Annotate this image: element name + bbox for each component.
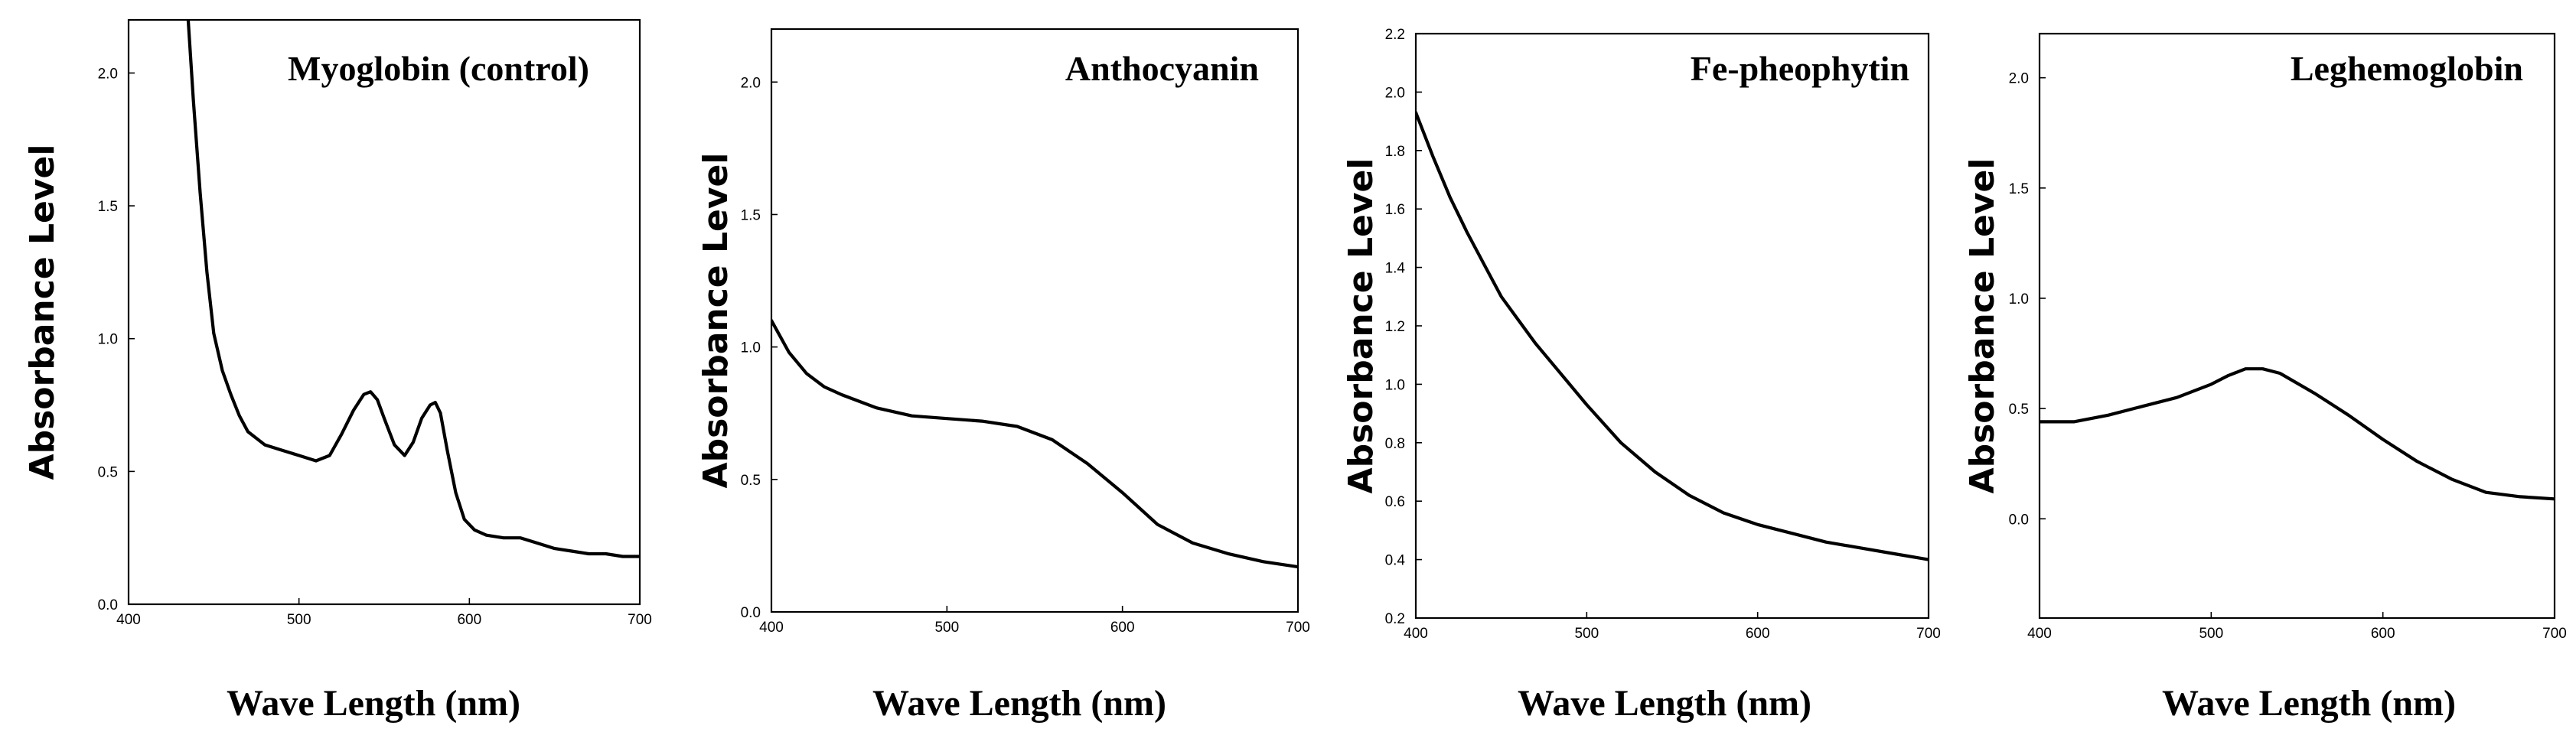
- y-tick-label: 0.0: [98, 597, 118, 613]
- anthocyanin-absorbance-line: [771, 318, 1298, 569]
- y-tick-label: 2.0: [98, 66, 118, 82]
- y-tick-label: 0.8: [1385, 436, 1405, 452]
- y-tick-label: 1.2: [1385, 319, 1405, 335]
- y-tick-label: 0.4: [1385, 553, 1406, 569]
- y-tick-label: 1.8: [1385, 144, 1405, 160]
- y-tick-label: 0.6: [1385, 494, 1405, 510]
- y-axis-title: Absorbance Level: [1342, 158, 1381, 494]
- y-tick-label: 0.5: [741, 473, 761, 489]
- panel-title: Myoglobin (control): [288, 49, 589, 88]
- x-tick-label: 500: [1574, 626, 1599, 642]
- y-tick-label: 2.0: [1385, 85, 1405, 101]
- panel-title: Anthocyanin: [1065, 49, 1259, 88]
- x-axis-title: Wave Length (nm): [1518, 683, 1811, 724]
- y-tick-label: 1.0: [741, 340, 761, 356]
- x-axis-title: Wave Length (nm): [2162, 683, 2456, 724]
- y-tick-label: 1.6: [1385, 202, 1405, 218]
- y-tick-label: 0.2: [1385, 611, 1405, 627]
- x-tick-label: 700: [1916, 626, 1941, 642]
- panel-myoglobin: 400 500 600 700 0.0 0.5 1.0 1.5 2.0 Myoglobin (co…: [23, 18, 652, 724]
- x-tick-label: 600: [1110, 620, 1135, 636]
- x-tick-label: 400: [1404, 626, 1428, 642]
- leghemoglobin-absorbance-line: [2040, 367, 2555, 501]
- y-tick-label: 1.5: [2009, 181, 2029, 197]
- y-axis-title: Absorbance Level: [696, 153, 735, 489]
- plot-frame: [2038, 32, 2556, 620]
- panel-title: Leghemoglobin: [2291, 49, 2523, 88]
- y-tick-label: 0.5: [98, 464, 118, 480]
- y-tick-label: 1.0: [98, 332, 118, 348]
- panel-anthocyanin: 400 500 600 700 0.0 0.5 1.0 1.5 2.0 Anthocyanin Wa…: [696, 28, 1310, 724]
- x-tick-label: 400: [759, 620, 784, 636]
- y-tick-label: 2.0: [2009, 71, 2029, 87]
- panel-fe-pheophytin: 400 500 600 700 0.2 0.4 0.6 0.8 1.0 1.2 1.4 1.6 1.8 2…: [1342, 27, 1941, 724]
- x-tick-label: 600: [1746, 626, 1770, 642]
- panel-title: Fe-pheophytin: [1691, 49, 1909, 88]
- plot-frame: [1414, 32, 1930, 620]
- myoglobin-absorbance-line: [186, 20, 640, 558]
- plot-frame: [127, 18, 641, 606]
- x-tick-label: 700: [1286, 620, 1310, 636]
- y-tick-label: 1.5: [741, 207, 761, 223]
- x-tick-label: 400: [2027, 626, 2052, 642]
- x-axis-title: Wave Length (nm): [872, 683, 1166, 724]
- y-axis-title: Absorbance Level: [1963, 158, 2002, 494]
- x-tick-label: 700: [2542, 626, 2567, 642]
- x-axis-title: Wave Length (nm): [227, 683, 520, 724]
- x-tick-label: 500: [287, 612, 311, 628]
- y-tick-label: 2.2: [1385, 27, 1405, 43]
- x-tick-label: 600: [2371, 626, 2395, 642]
- fe-pheophytin-absorbance-line: [1416, 111, 1929, 561]
- y-tick-label: 1.0: [1385, 377, 1405, 393]
- y-tick-label: 1.4: [1385, 261, 1406, 277]
- y-tick-label: 1.0: [2009, 291, 2029, 307]
- y-tick-label: 0.5: [2009, 402, 2029, 418]
- y-tick-label: 0.0: [2009, 512, 2029, 528]
- panel-leghemoglobin: 400 500 600 700 0.0 0.5 1.0 1.5 2.0 Leghemoglobin…: [1963, 32, 2567, 724]
- x-tick-label: 600: [457, 612, 481, 628]
- y-tick-label: 1.5: [98, 199, 118, 215]
- y-axis-title: Absorbance Level: [23, 145, 62, 480]
- y-tick-label: 0.0: [741, 605, 761, 621]
- x-tick-label: 500: [934, 620, 959, 636]
- x-tick-label: 400: [116, 612, 141, 628]
- x-tick-label: 500: [2199, 626, 2223, 642]
- x-tick-label: 700: [628, 612, 652, 628]
- y-tick-label: 2.0: [741, 75, 761, 91]
- plot-frame: [770, 28, 1299, 613]
